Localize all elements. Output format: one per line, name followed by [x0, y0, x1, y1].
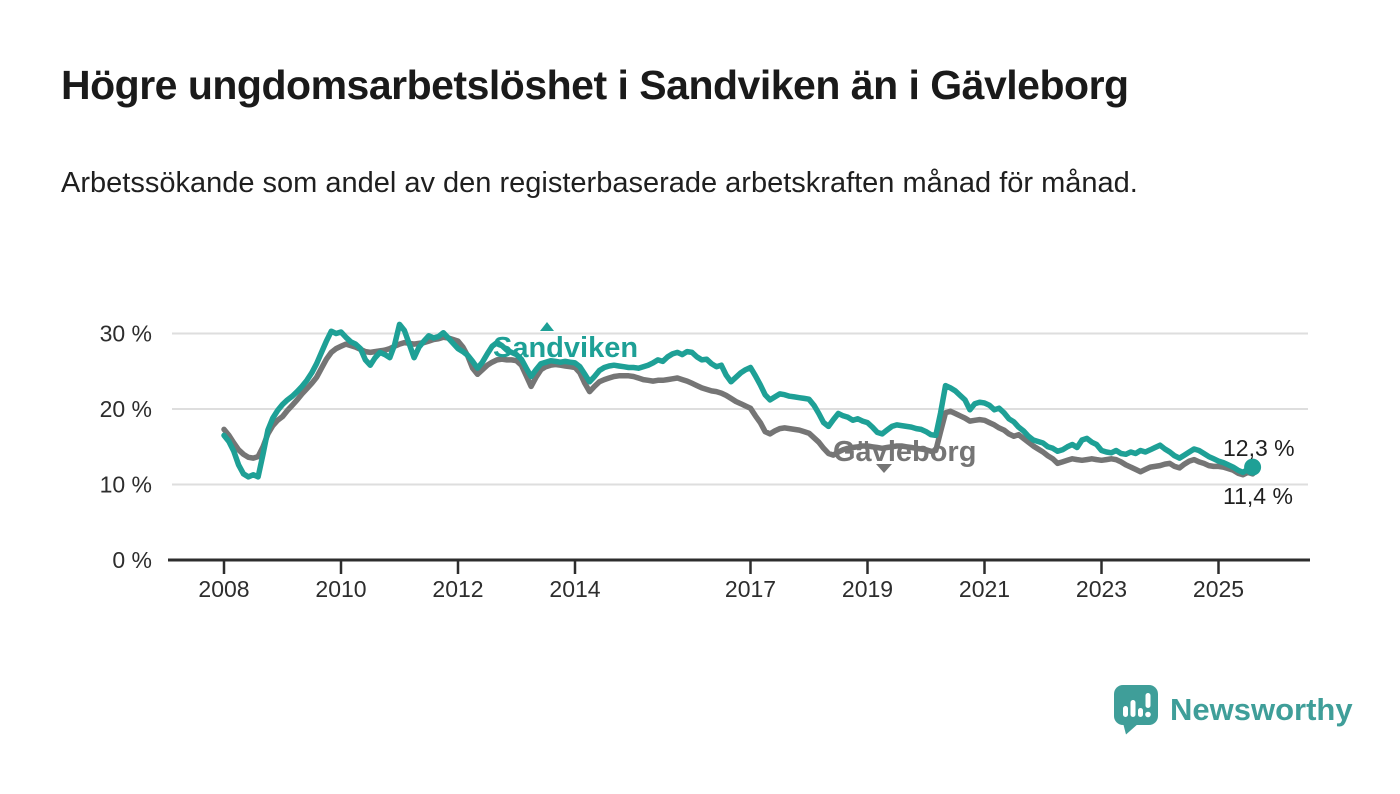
sandviken-caret-up-icon	[540, 322, 554, 331]
y-tick-label: 10 %	[100, 472, 152, 498]
gavleborg-series-label: Gävleborg	[833, 436, 976, 468]
x-tick-label: 2023	[1076, 576, 1127, 602]
gavleborg-end-value: 11,4 %	[1223, 483, 1293, 509]
x-tick-label: 2010	[315, 576, 366, 602]
y-tick-label: 30 %	[100, 321, 152, 347]
x-tick-label: 2021	[959, 576, 1010, 602]
newsworthy-logo: Newsworthy	[1112, 684, 1353, 735]
x-tick-label: 2019	[842, 576, 893, 602]
sandviken-line	[221, 321, 1256, 480]
page-title: Högre ungdomsarbetslöshet i Sandviken än…	[61, 62, 1129, 108]
sandviken-end-dot	[1244, 458, 1262, 476]
y-tick-label: 0 %	[112, 547, 152, 573]
x-tick-label: 2017	[725, 576, 776, 602]
sandviken-end-value: 12,3 %	[1223, 435, 1295, 461]
page-subtitle: Arbetssökande som andel av den registerb…	[61, 167, 1138, 199]
x-tick-label: 2025	[1193, 576, 1244, 602]
y-tick-label: 20 %	[100, 396, 152, 422]
newsworthy-logo-text: Newsworthy	[1170, 691, 1353, 727]
sandviken-series-label: Sandviken	[493, 332, 638, 364]
x-ticks: 2008 2010 2012 2014 2017 2019 2021 2023 2025	[198, 561, 1244, 602]
x-tick-label: 2014	[549, 576, 600, 602]
gavleborg-caret-down-icon	[876, 464, 892, 473]
x-tick-label: 2008	[198, 576, 249, 602]
x-tick-label: 2012	[432, 576, 483, 602]
y-gridlines: 30 % 20 % 10 % 0 %	[100, 321, 1308, 573]
newsworthy-logo-icon	[1114, 685, 1158, 735]
